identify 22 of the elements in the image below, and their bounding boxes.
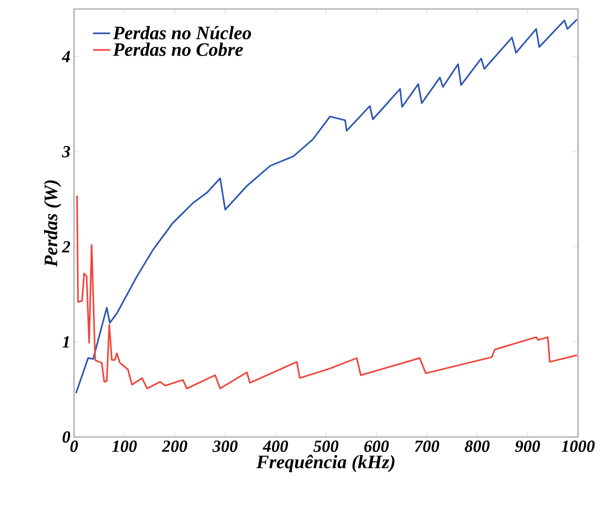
x-tick-label: 300 bbox=[212, 440, 238, 452]
x-tick-label: 200 bbox=[162, 440, 188, 452]
x-tick-label: 400 bbox=[262, 440, 288, 452]
legend-label: Perdas no Cobre bbox=[112, 42, 243, 56]
y-tick-label: 0 bbox=[62, 431, 70, 443]
x-tick-label: 0 bbox=[70, 440, 78, 452]
y-tick-label: 1 bbox=[62, 336, 69, 348]
y-tick-label: 3 bbox=[62, 146, 70, 158]
x-tick-label: 100 bbox=[112, 440, 137, 452]
y-tick-label: 4 bbox=[62, 50, 70, 62]
x-tick-label: 600 bbox=[364, 440, 389, 452]
x-tick-label: 700 bbox=[414, 440, 440, 452]
legend-label: Perdas no Núcleo bbox=[112, 26, 252, 40]
x-tick-label: 1000 bbox=[561, 440, 595, 452]
x-tick-label: 900 bbox=[515, 440, 540, 452]
x-tick-label: 500 bbox=[313, 440, 338, 452]
line-series bbox=[75, 18, 578, 394]
y-axis-title: Perdas (W) bbox=[44, 180, 62, 267]
x-axis-title: Frequência (kHz) bbox=[256, 454, 394, 472]
x-tick-label: 800 bbox=[464, 440, 490, 452]
y-tick-label: 2 bbox=[62, 241, 70, 252]
line-series bbox=[75, 196, 578, 390]
